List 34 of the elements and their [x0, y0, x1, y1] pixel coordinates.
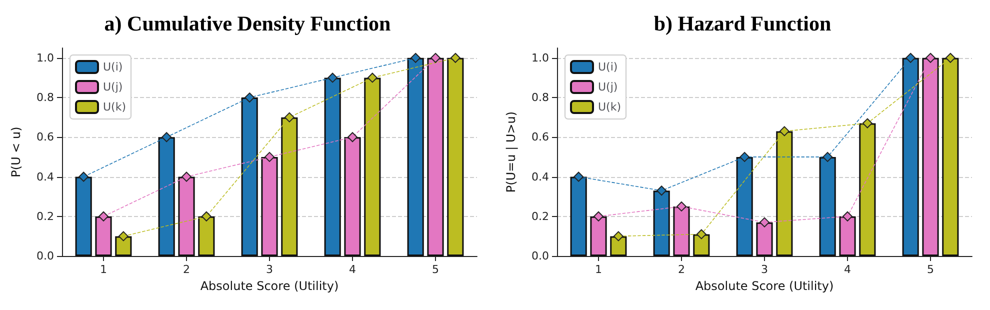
- y-tick-label: 1.0: [36, 51, 54, 64]
- legend-label: U(i): [103, 60, 123, 74]
- x-tick-label: 5: [432, 263, 439, 276]
- y-tick-label: 0.8: [532, 91, 549, 104]
- x-tick-label: 1: [595, 263, 602, 276]
- x-tick-label: 2: [183, 263, 190, 276]
- legend-label: U(j): [598, 80, 618, 94]
- y-tick-label: 1.0: [532, 51, 549, 64]
- x-tick-label: 1: [100, 263, 107, 276]
- x-tick-label: 4: [844, 263, 851, 276]
- y-tick-label: 0.6: [36, 130, 54, 144]
- x-tick-label: 3: [761, 263, 768, 276]
- legend-label: U(j): [103, 80, 123, 94]
- y-tick-label: 0.2: [36, 210, 54, 223]
- x-tick-label: 4: [349, 263, 356, 276]
- x-axis-title: Absolute Score (Utility): [200, 278, 339, 293]
- x-tick-label: 3: [266, 263, 273, 276]
- y-tick-label: 0.4: [532, 170, 549, 184]
- y-tick-label: 0.2: [532, 210, 549, 223]
- y-axis-title: P(U < u): [9, 126, 23, 178]
- y-tick-label: 0.0: [36, 250, 54, 262]
- legend-label: U(k): [103, 100, 126, 114]
- y-tick-label: 0.6: [532, 130, 549, 144]
- x-tick-label: 2: [678, 263, 685, 276]
- x-axis-title: Absolute Score (Utility): [695, 278, 834, 293]
- x-tick-label: 5: [927, 263, 934, 276]
- legend-label: U(i): [598, 60, 618, 74]
- y-tick-label: 0.0: [532, 250, 549, 262]
- chart-title: a) Cumulative Density Function: [104, 12, 392, 36]
- legend-label: U(k): [598, 100, 622, 114]
- chart-title: b) Hazard Function: [654, 12, 832, 36]
- y-tick-label: 0.8: [36, 91, 54, 104]
- y-tick-label: 0.4: [36, 170, 54, 184]
- y-axis-title: P(U=u | U>u): [504, 111, 518, 193]
